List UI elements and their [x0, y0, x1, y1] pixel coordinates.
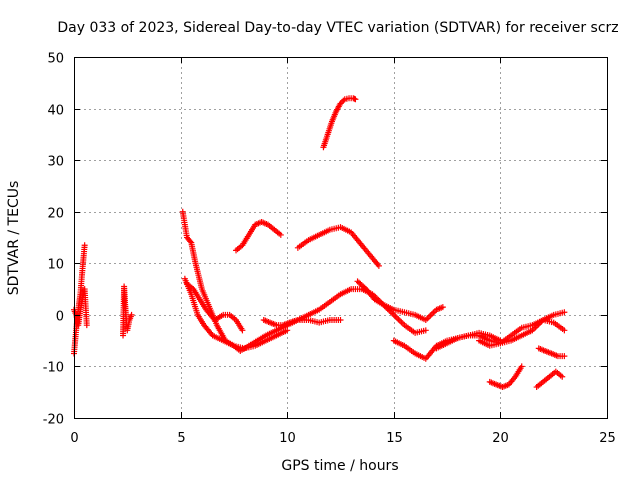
- x-tick-label: 5: [177, 431, 185, 446]
- series-arc-p: [476, 317, 568, 349]
- y-tick-label: 50: [47, 52, 64, 67]
- y-tick-label: 0: [56, 310, 64, 325]
- data-point: [518, 363, 525, 370]
- data-point: [277, 231, 284, 238]
- data-point: [83, 322, 90, 329]
- grid-layer: [74, 57, 607, 418]
- axis-layer: 0 5 10 15 20 25 -20 -10 0 10 20 30 40 50: [43, 52, 616, 447]
- y-tick-label: 10: [47, 258, 64, 273]
- series-arc-j: [294, 224, 382, 269]
- data-point: [187, 238, 194, 245]
- x-tick-label: 20: [492, 431, 509, 446]
- data-point: [239, 327, 246, 334]
- y-tick-label: 20: [47, 207, 64, 222]
- plot-frame: [74, 57, 608, 419]
- series-arc-c: [120, 283, 135, 339]
- y-tick-label: -20: [43, 413, 64, 428]
- series-arc-r: [535, 345, 568, 360]
- y-tick-label: 40: [47, 104, 64, 119]
- data-point: [81, 242, 88, 249]
- y-tick-label: -10: [43, 361, 64, 376]
- series-arc-e: [181, 275, 291, 352]
- data-points-layer: [71, 95, 568, 391]
- series-arc-o: [486, 363, 525, 391]
- series-arc-l: [354, 278, 446, 324]
- series-arc-g: [233, 219, 284, 254]
- data-point: [422, 327, 429, 334]
- data-point: [375, 262, 382, 269]
- data-point: [561, 353, 568, 360]
- y-axis-label: SDTVAR / TECUs: [6, 181, 22, 296]
- data-point: [352, 96, 359, 103]
- data-point: [128, 311, 135, 318]
- x-tick-label: 15: [386, 431, 403, 446]
- data-point: [559, 373, 566, 380]
- y-tick-label: 30: [47, 155, 64, 170]
- series-arc-k: [320, 95, 359, 151]
- x-axis-label: GPS time / hours: [281, 458, 398, 474]
- x-tick-label: 10: [279, 431, 296, 446]
- data-point: [284, 327, 291, 334]
- data-point: [561, 309, 568, 316]
- x-tick-label: 0: [70, 431, 78, 446]
- data-point: [337, 317, 344, 324]
- data-point: [561, 327, 568, 334]
- chart-title: Day 033 of 2023, Sidereal Day-to-day VTE…: [57, 20, 618, 36]
- series-arc-b: [71, 286, 90, 329]
- series-arc-f: [183, 280, 246, 334]
- series-arc-q: [533, 368, 566, 391]
- x-tick-label: 25: [599, 431, 616, 446]
- data-point: [439, 304, 446, 311]
